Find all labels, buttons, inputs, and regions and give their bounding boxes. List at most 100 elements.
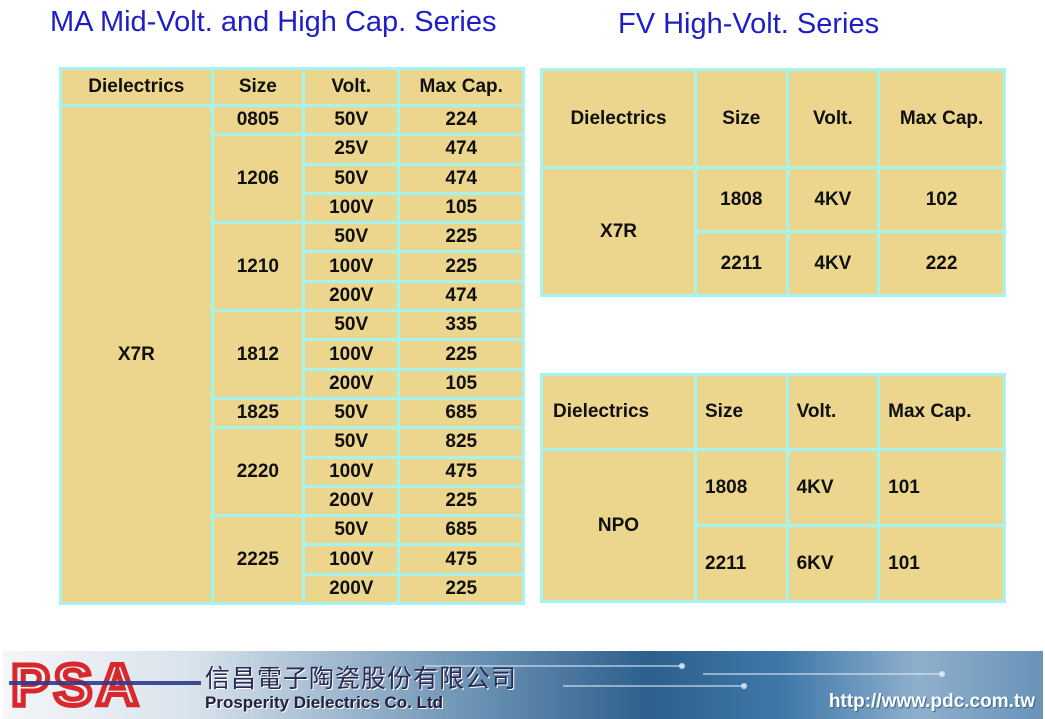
max-cap-cell: 225 <box>400 253 522 280</box>
ma-table-body: X7R 0805 50V 224 1206 25V 474 50V 474 100V 105 1210… <box>62 107 522 603</box>
logo-stripe <box>9 681 201 685</box>
header-size: Size <box>697 376 786 448</box>
table-row: 100V 225 <box>62 341 522 368</box>
table-row: 100V 105 <box>62 194 522 222</box>
size-cell: 2225 <box>213 517 303 603</box>
table-row: X7R 1808 4KV 102 <box>543 169 1003 294</box>
psa-logo: PSA <box>9 659 201 711</box>
max-cap-cell: 474 <box>400 165 522 192</box>
size-cell: 0805 <box>213 107 303 134</box>
table-header-row: Dielectrics Size Volt. Max Cap. <box>543 71 1003 166</box>
table-row: 1812 50V 335 <box>62 312 522 397</box>
max-cap-cell: 225 <box>400 224 522 251</box>
header-size: Size <box>697 71 786 166</box>
header-max-cap: Max Cap. <box>400 70 522 104</box>
header-volt: Volt. <box>788 376 878 448</box>
website-link[interactable]: http://www.pdc.com.tw <box>828 691 1035 712</box>
circuit-node <box>741 683 747 689</box>
dielectric-cell: NPO <box>543 451 694 600</box>
max-cap-cell: 101 <box>880 451 1003 524</box>
volt-cell: 100V <box>305 546 398 573</box>
ma-series-title: MA Mid-Volt. and High Cap. Series <box>50 6 497 38</box>
max-cap-cell: 474 <box>400 136 522 163</box>
max-cap-cell: 685 <box>400 399 522 427</box>
max-cap-cell: 101 <box>880 527 1003 600</box>
table-row: 100V 475 <box>62 546 522 573</box>
max-cap-cell: 105 <box>400 370 522 397</box>
table-header-row: Dielectrics Size Volt. Max Cap. <box>543 376 1003 448</box>
size-cell: 1210 <box>213 224 303 310</box>
volt-cell: 200V <box>305 575 398 603</box>
circuit-trace <box>703 673 943 675</box>
size-cell: 1808 <box>697 451 786 524</box>
size-cell: 1825 <box>213 399 303 427</box>
volt-cell: 100V <box>305 458 398 485</box>
volt-cell: 100V <box>305 194 398 222</box>
fv-npo-table: Dielectrics Size Volt. Max Cap. NPO 1808… <box>540 373 1006 603</box>
dielectric-cell: X7R <box>62 107 211 603</box>
volt-cell: 50V <box>305 107 398 134</box>
size-cell: 1812 <box>213 312 303 397</box>
volt-cell: 100V <box>305 253 398 280</box>
header-dielectrics: Dielectrics <box>62 70 211 104</box>
header-max-cap: Max Cap. <box>880 71 1003 166</box>
table-row: 50V 474 <box>62 165 522 192</box>
volt-cell: 200V <box>305 282 398 310</box>
table-row: 200V 474 <box>62 282 522 310</box>
table-row: 200V 225 <box>62 575 522 603</box>
header-size: Size <box>213 70 303 104</box>
ma-series-table: Dielectrics Size Volt. Max Cap. X7R 0805 5… <box>59 67 525 606</box>
max-cap-cell: 225 <box>400 341 522 368</box>
size-cell: 2211 <box>697 233 786 294</box>
max-cap-cell: 222 <box>880 233 1003 294</box>
header-volt: Volt. <box>788 71 878 166</box>
max-cap-cell: 685 <box>400 517 522 544</box>
table-row: X7R 0805 50V 224 <box>62 107 522 603</box>
company-banner: PSA 信昌電子陶瓷股份有限公司 Prosperity Dielectrics … <box>3 651 1043 719</box>
company-name-english: Prosperity Dielectrics Co. Ltd <box>205 693 444 712</box>
table-row: 2211 4KV 222 <box>543 233 1003 294</box>
circuit-trace <box>423 665 683 667</box>
max-cap-cell: 105 <box>400 194 522 222</box>
table-row: 200V 225 <box>62 487 522 515</box>
fv-series-title: FV High-Volt. Series <box>618 8 880 40</box>
circuit-node <box>679 663 685 669</box>
volt-cell: 6KV <box>788 527 878 600</box>
header-dielectrics: Dielectrics <box>543 376 694 448</box>
circuit-node <box>939 671 945 677</box>
max-cap-cell: 825 <box>400 429 522 456</box>
table-row: 200V 105 <box>62 370 522 397</box>
table-row: 1210 50V 225 <box>62 224 522 310</box>
size-cell: 2220 <box>213 429 303 515</box>
company-name-chinese: 信昌電子陶瓷股份有限公司 <box>205 664 518 693</box>
size-cell: 1206 <box>213 136 303 222</box>
volt-cell: 25V <box>305 136 398 163</box>
volt-cell: 4KV <box>788 451 878 524</box>
table-row: NPO 1808 4KV 101 <box>543 451 1003 600</box>
volt-cell: 50V <box>305 312 398 339</box>
volt-cell: 50V <box>305 165 398 192</box>
fv-x7r-table: Dielectrics Size Volt. Max Cap. X7R 1808… <box>540 68 1006 297</box>
volt-cell: 50V <box>305 429 398 456</box>
volt-cell: 50V <box>305 224 398 251</box>
size-cell: 1808 <box>697 169 786 230</box>
max-cap-cell: 102 <box>880 169 1003 230</box>
max-cap-cell: 475 <box>400 546 522 573</box>
max-cap-cell: 225 <box>400 487 522 515</box>
table-row: 2220 50V 825 <box>62 429 522 515</box>
max-cap-cell: 225 <box>400 575 522 603</box>
max-cap-cell: 474 <box>400 282 522 310</box>
circuit-trace <box>563 685 743 687</box>
table-header-row: Dielectrics Size Volt. Max Cap. <box>62 70 522 104</box>
header-volt: Volt. <box>305 70 398 104</box>
table-row: 1206 25V 474 <box>62 136 522 222</box>
table-row: 100V 475 <box>62 458 522 485</box>
table-row: 2225 50V 685 <box>62 517 522 603</box>
max-cap-cell: 224 <box>400 107 522 134</box>
volt-cell: 50V <box>305 517 398 544</box>
dielectric-cell: X7R <box>543 169 694 294</box>
max-cap-cell: 475 <box>400 458 522 485</box>
volt-cell: 200V <box>305 370 398 397</box>
volt-cell: 50V <box>305 399 398 427</box>
header-dielectrics: Dielectrics <box>543 71 694 166</box>
